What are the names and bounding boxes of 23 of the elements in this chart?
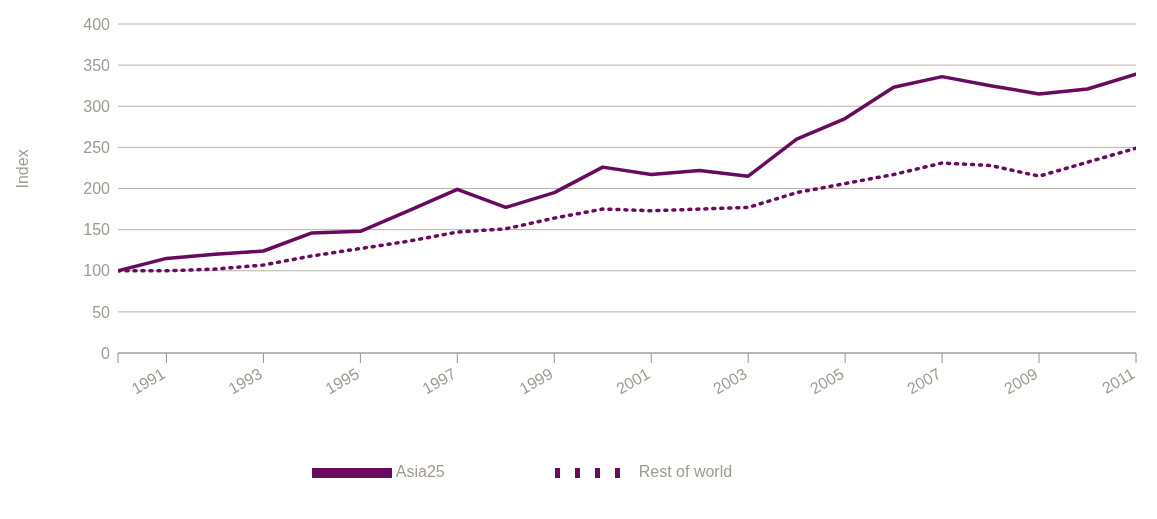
x-tick-label: 2009 (1001, 364, 1041, 398)
y-tick-label: 0 (101, 344, 111, 362)
x-tick-label: 1995 (322, 364, 362, 398)
y-tick-label: 200 (83, 180, 111, 198)
legend-label: Rest of world (638, 463, 733, 481)
x-tick-label: 2005 (807, 364, 847, 398)
x-tick-label: 1991 (128, 364, 169, 398)
y-tick-label: 150 (83, 221, 111, 239)
y-tick-label: 100 (83, 262, 111, 280)
y-axis-title: Index (13, 149, 31, 189)
x-tick-label: 2001 (613, 364, 653, 398)
y-tick-label: 400 (83, 15, 111, 33)
x-tick-label: 2003 (710, 364, 750, 398)
y-tick-label: 250 (83, 139, 111, 157)
x-tick-label: 1997 (419, 364, 459, 398)
x-tick-label: 2007 (904, 364, 944, 398)
x-tick-label: 2011 (1099, 364, 1138, 397)
x-tick-label: 1993 (225, 364, 266, 398)
legend-label: Asia25 (395, 463, 445, 481)
x-tick-label: 1999 (516, 364, 556, 398)
y-tick-label: 300 (83, 97, 111, 115)
y-tick-label: 350 (83, 56, 111, 74)
y-tick-label: 50 (92, 303, 111, 321)
